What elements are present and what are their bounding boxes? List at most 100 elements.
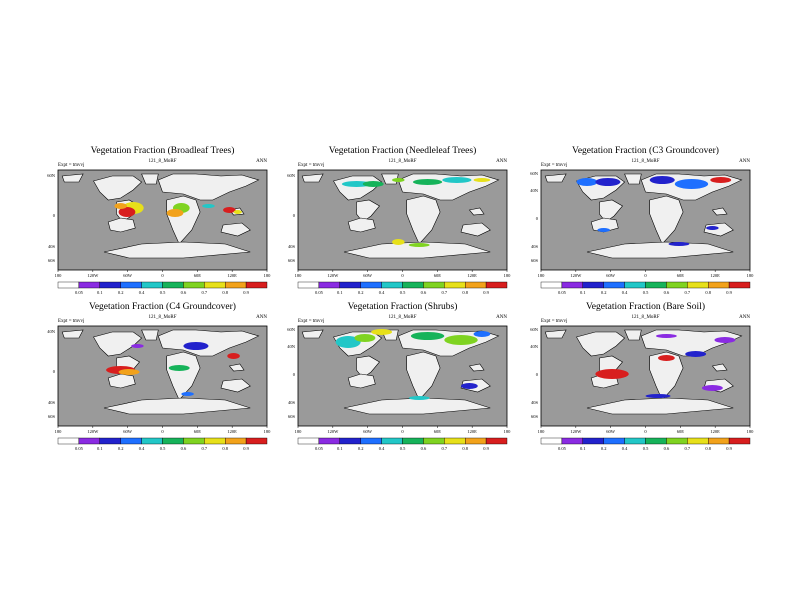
colorbar-swatch — [485, 281, 508, 289]
colorbar-label: 0.1 — [97, 446, 103, 451]
continent-4 — [356, 199, 380, 223]
vegetation-patch-7 — [408, 243, 430, 247]
lon-label: 60W — [123, 429, 133, 434]
colorbar-label: 0.1 — [337, 446, 343, 451]
colorbar-label: 0.2 — [358, 446, 364, 451]
colorbar-swatch — [224, 437, 247, 445]
colorbar-label: 0.7 — [684, 446, 690, 451]
colorbar-label: 0.2 — [358, 290, 364, 295]
colorbar-swatch — [162, 437, 184, 445]
continent-10 — [468, 363, 485, 372]
vegetation-patch-7 — [597, 228, 610, 232]
vegetation-patch-2 — [595, 178, 621, 186]
lon-label: 180 — [295, 429, 303, 434]
lon-label: 180 — [747, 273, 755, 278]
vegetation-patch-3 — [168, 365, 190, 371]
lon-label: 120E — [710, 273, 720, 278]
lon-label: 60E — [677, 273, 685, 278]
colorbar-label: 0.2 — [118, 290, 124, 295]
lon-label: 180 — [747, 429, 755, 434]
colorbar-swatch — [582, 437, 604, 445]
colorbar-swatch — [360, 437, 382, 445]
vegetation-patch-7 — [701, 385, 723, 391]
season-label: ANN — [256, 315, 267, 320]
colorbar-label: 0.8 — [462, 290, 468, 295]
continent-8 — [220, 222, 251, 237]
lon-label: 0 — [644, 429, 647, 434]
lon-label: 180 — [538, 273, 546, 278]
colorbar-swatch — [78, 281, 101, 289]
lon-label: 120W — [570, 273, 582, 278]
expt-label: Expt = tmvvj — [298, 163, 324, 168]
colorbar-swatch — [687, 281, 709, 289]
colorbar-swatch — [728, 281, 751, 289]
vegetation-patch-2 — [658, 355, 675, 361]
lon-label: 180 — [55, 273, 63, 278]
colorbar-swatch — [245, 437, 268, 445]
vegetation-patch-6 — [645, 394, 671, 398]
vegetation-patch-4 — [410, 332, 445, 340]
colorbar-swatch — [687, 437, 709, 445]
lon-label: 120W — [570, 429, 582, 434]
vegetation-patch-7 — [408, 396, 430, 400]
expt-label: Expt = tmvvj — [541, 319, 567, 324]
continent-9 — [343, 241, 491, 259]
colorbar-swatch — [120, 281, 142, 289]
colorbar-swatch — [204, 437, 226, 445]
lat-label: 0 — [53, 369, 56, 374]
continent-6 — [406, 195, 441, 245]
vegetation-patch-8 — [202, 204, 215, 208]
vegetation-patch-8 — [706, 226, 719, 230]
colorbar-swatch — [708, 281, 730, 289]
colorbar-label: 0.4 — [622, 446, 628, 451]
expt-label: Expt = tmvvj — [58, 319, 84, 324]
expt-label: Expt = tmvvj — [541, 163, 567, 168]
lon-label: 60E — [434, 429, 442, 434]
lat-label: 60N — [530, 327, 539, 332]
colorbar-swatch — [708, 437, 730, 445]
colorbar-swatch — [141, 437, 163, 445]
colorbar-label: 0.9 — [726, 290, 732, 295]
lon-label: 180 — [504, 273, 512, 278]
colorbar-swatch — [666, 437, 688, 445]
colorbar-label: 0.5 — [643, 446, 649, 451]
colorbar-label: 0.7 — [201, 446, 207, 451]
continent-4 — [599, 199, 623, 223]
vegetation-patch-2 — [118, 207, 136, 217]
lat-label: 0 — [293, 213, 296, 218]
colorbar-label: 0.8 — [222, 290, 228, 295]
colorbar-label: 0.7 — [201, 290, 207, 295]
colorbar-swatch — [245, 281, 268, 289]
lon-label: 0 — [401, 429, 404, 434]
colorbar-label: 0.9 — [243, 290, 249, 295]
colorbar-swatch — [402, 437, 424, 445]
colorbar-label: 0.1 — [580, 290, 586, 295]
vegetation-patch-7 — [233, 210, 242, 214]
lon-label: 0 — [401, 273, 404, 278]
colorbar: 0.05 0.1 0.2 0.4 0.5 0.6 0.7 0.8 0.9 — [57, 281, 268, 295]
lat-label: 40S — [48, 244, 56, 249]
colorbar-label: 0.1 — [337, 290, 343, 295]
colorbar-swatch — [57, 437, 80, 445]
colorbar-label: 0.7 — [441, 290, 447, 295]
vegetation-patch-6 — [473, 178, 491, 182]
colorbar-swatch — [57, 281, 80, 289]
colorbar-label: 0.6 — [421, 446, 427, 451]
colorbar-swatch — [444, 281, 466, 289]
lon-label: 0 — [644, 273, 647, 278]
continent-10 — [468, 207, 485, 216]
colorbar-swatch — [624, 281, 646, 289]
vegetation-patch-3 — [114, 203, 127, 209]
colorbar-swatch — [204, 281, 226, 289]
colorbar-label: 0.05 — [75, 446, 84, 451]
continent-7 — [157, 329, 260, 357]
season-label: ANN — [496, 159, 507, 164]
colorbar-label: 0.5 — [160, 446, 166, 451]
continent-2 — [576, 331, 626, 357]
colorbar-label: 0.1 — [580, 446, 586, 451]
continent-3 — [141, 329, 159, 341]
lon-label: 60W — [363, 429, 373, 434]
lon-label: 120W — [327, 273, 339, 278]
lon-label: 120E — [710, 429, 720, 434]
lon-label: 180 — [264, 429, 272, 434]
